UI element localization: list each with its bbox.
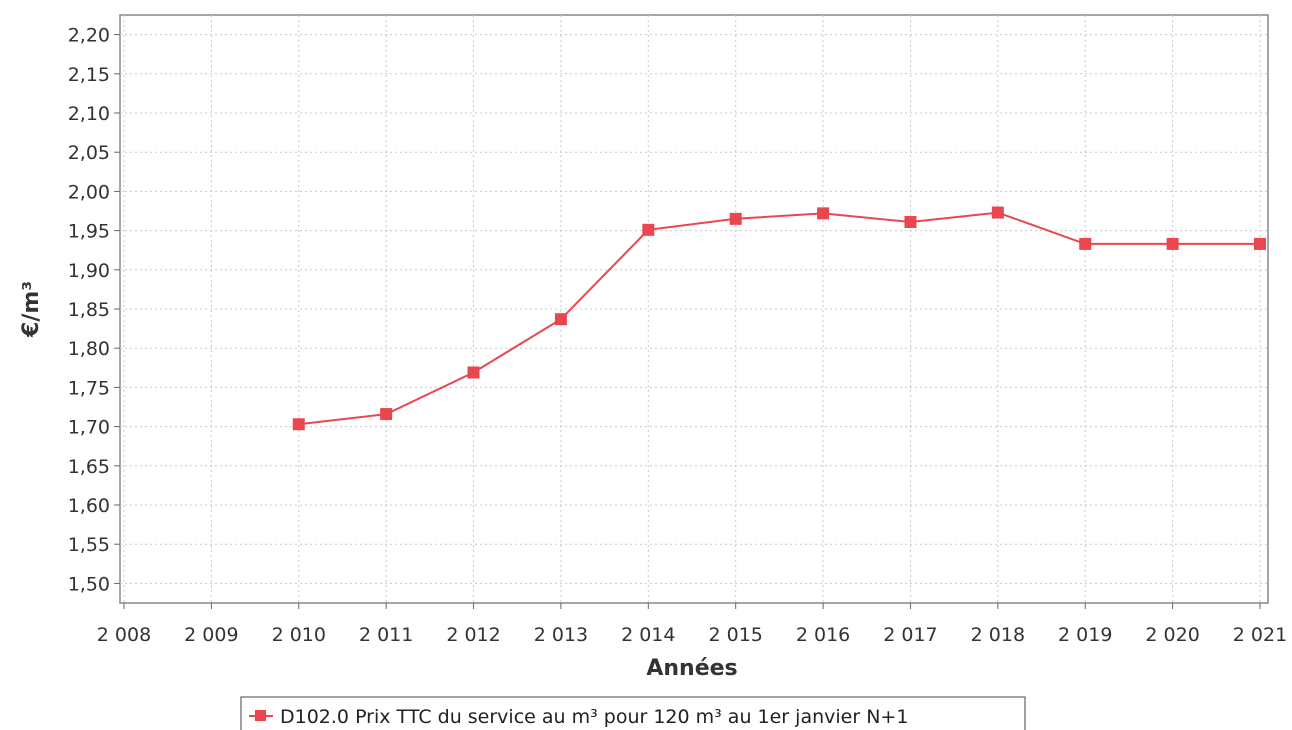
- legend-label: D102.0 Prix TTC du service au m³ pour 12…: [280, 706, 908, 728]
- y-tick-label: 2,15: [68, 64, 110, 86]
- data-point: [1166, 237, 1179, 250]
- series-line: [298, 211, 1260, 426]
- y-axis-ticks: 1,50 1,55 1,60 1,65 1,70 1,75 1,80 1,85 1,90 1,95…: [68, 25, 120, 595]
- x-tick-label: 2 021: [1233, 624, 1287, 646]
- x-tick-label: 2 008: [97, 624, 151, 646]
- data-point: [292, 418, 305, 431]
- y-tick-label: 1,50: [68, 573, 110, 595]
- data-point: [642, 223, 655, 236]
- data-point: [380, 408, 393, 421]
- y-tick-label: 1,95: [68, 221, 110, 243]
- x-axis-ticks: 2 008 2 009 2 010 2 011 2 012 2 013 2 014 2 015…: [97, 603, 1287, 646]
- y-axis-title: €/m³: [19, 281, 44, 338]
- legend: D102.0 Prix TTC du service au m³ pour 12…: [240, 696, 1026, 730]
- legend-marker: [255, 710, 266, 721]
- data-point: [904, 215, 917, 228]
- y-tick-label: 1,90: [68, 260, 110, 282]
- x-axis-title: Années: [646, 656, 737, 681]
- y-tick-label: 1,80: [68, 338, 110, 360]
- x-tick-label: 2 020: [1145, 624, 1199, 646]
- legend-box: [240, 696, 1026, 730]
- y-tick-label: 1,60: [68, 495, 110, 517]
- y-tick-label: 2,05: [68, 142, 110, 164]
- x-tick-label: 2 013: [534, 624, 588, 646]
- y-tick-label: 2,00: [68, 181, 110, 203]
- data-point: [817, 207, 830, 220]
- y-gridlines: [120, 34, 1268, 584]
- x-tick-label: 2 010: [272, 624, 326, 646]
- x-tick-label: 2 012: [446, 624, 500, 646]
- y-tick-label: 1,65: [68, 456, 110, 478]
- x-tick-label: 2 015: [708, 624, 762, 646]
- x-tick-label: 2 009: [184, 624, 238, 646]
- data-point: [467, 366, 480, 379]
- series-group: [292, 206, 1266, 431]
- data-point: [1254, 237, 1266, 250]
- x-gridlines: [123, 15, 1261, 603]
- y-tick-label: 1,75: [68, 377, 110, 399]
- x-tick-label: 2 014: [621, 624, 675, 646]
- y-tick-label: 2,20: [68, 25, 110, 47]
- y-tick-label: 1,55: [68, 534, 110, 556]
- y-tick-label: 2,10: [68, 103, 110, 125]
- x-tick-label: 2 016: [796, 624, 850, 646]
- y-tick-label: 1,70: [68, 417, 110, 439]
- data-point: [991, 206, 1004, 219]
- data-point: [554, 313, 567, 326]
- x-tick-label: 2 017: [883, 624, 937, 646]
- x-tick-label: 2 019: [1058, 624, 1112, 646]
- y-tick-label: 1,85: [68, 299, 110, 321]
- x-tick-label: 2 018: [971, 624, 1025, 646]
- x-tick-label: 2 011: [359, 624, 413, 646]
- data-point: [1079, 237, 1092, 250]
- data-point: [729, 212, 742, 225]
